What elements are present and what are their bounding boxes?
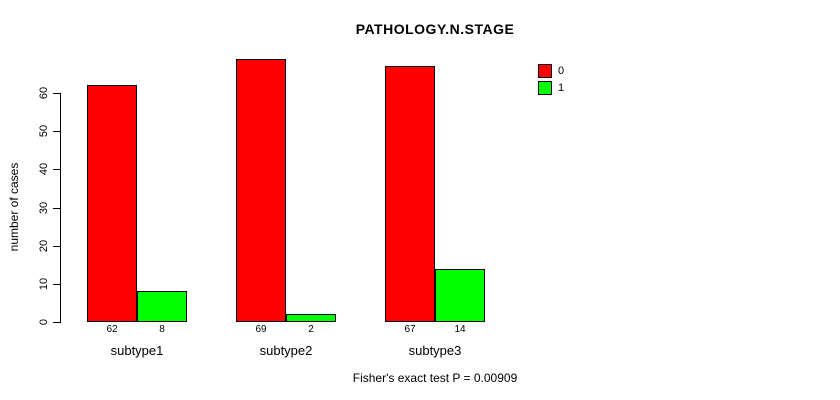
y-tick-mark — [53, 322, 60, 323]
bar-count-label: 69 — [255, 324, 267, 335]
y-tick-label: 40 — [38, 163, 50, 176]
bar-subtype1-series-0 — [87, 85, 137, 322]
bar-subtype3-series-0 — [385, 66, 435, 322]
bar-subtype2-series-1 — [286, 314, 336, 322]
y-tick-mark — [53, 207, 60, 209]
y-axis-line — [60, 93, 61, 323]
y-tick-mark — [53, 169, 60, 171]
bar-count-label: 2 — [308, 324, 314, 335]
bar-count-label: 14 — [454, 324, 466, 335]
legend-entry-0: 0 — [538, 64, 564, 78]
y-tick-mark — [53, 245, 60, 247]
y-tick-label: 10 — [38, 277, 50, 290]
legend-swatch-0 — [538, 64, 552, 78]
category-label-subtype3: subtype3 — [408, 343, 462, 358]
stats-caption: Fisher's exact test P = 0.00909 — [352, 371, 518, 385]
bar-subtype2-series-0 — [236, 58, 286, 322]
legend-label-0: 0 — [558, 65, 565, 77]
bar-count-label: 67 — [404, 324, 416, 335]
y-tick-label: 50 — [38, 125, 50, 138]
legend-label-1: 1 — [558, 82, 565, 94]
y-tick-label: 20 — [38, 239, 50, 252]
y-tick-label: 60 — [38, 86, 50, 100]
y-tick-label: 0 — [38, 318, 50, 326]
category-label-subtype1: subtype1 — [110, 343, 164, 358]
legend-swatch-1 — [538, 81, 552, 95]
y-axis-title: number of cases — [7, 162, 21, 252]
bar-count-label: 62 — [106, 324, 118, 335]
chart-title: PATHOLOGY.N.STAGE — [355, 21, 515, 37]
y-tick-mark — [53, 93, 60, 94]
y-tick-mark — [53, 283, 60, 285]
bar-subtype1-series-1 — [137, 291, 187, 322]
y-tick-label: 30 — [38, 201, 50, 214]
y-tick-mark — [53, 131, 60, 133]
category-label-subtype2: subtype2 — [259, 343, 313, 358]
bar-count-label: 8 — [159, 324, 165, 335]
bar-subtype3-series-1 — [435, 268, 485, 322]
legend-entry-1: 1 — [538, 81, 564, 95]
